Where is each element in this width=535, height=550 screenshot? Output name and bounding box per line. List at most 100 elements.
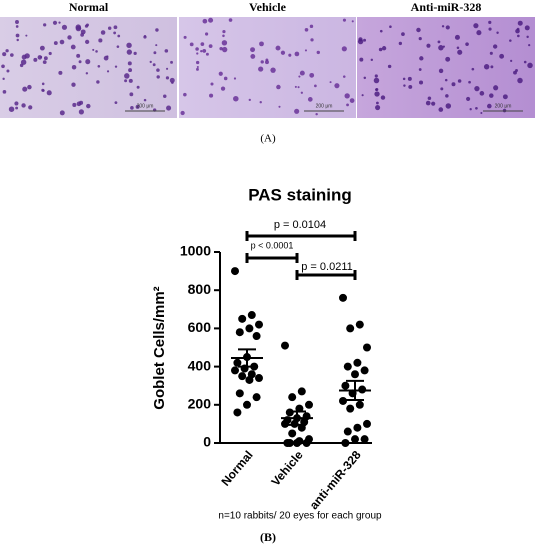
data-point: [360, 435, 369, 444]
cell: [155, 28, 159, 32]
chart-title: PAS staining: [248, 185, 352, 204]
cell: [418, 68, 422, 71]
cell: [220, 86, 226, 91]
y-tick-label: 1000: [180, 243, 211, 259]
cell: [401, 32, 405, 36]
cell: [489, 93, 494, 98]
cell: [133, 51, 137, 56]
cell: [260, 60, 264, 64]
cell: [370, 58, 374, 62]
cell: [490, 65, 494, 69]
cell: [517, 20, 523, 26]
data-point: [343, 427, 352, 436]
cell: [163, 94, 167, 98]
cell: [438, 45, 444, 51]
cell: [170, 60, 173, 64]
cell: [342, 18, 347, 22]
cell: [250, 54, 256, 59]
cell: [8, 106, 15, 112]
micrograph: [357, 17, 535, 118]
data-point: [247, 311, 256, 320]
cell: [465, 42, 469, 46]
cell: [233, 77, 237, 80]
cell: [165, 76, 170, 80]
cell: [418, 80, 424, 85]
image-label: Vehicle: [249, 0, 287, 14]
cell: [493, 85, 499, 91]
cell: [442, 45, 445, 48]
cell: [97, 64, 101, 68]
y-axis-label: Goblet Cells/mm²: [151, 286, 168, 409]
cell: [492, 44, 498, 49]
cell: [24, 53, 30, 59]
data-point: [238, 372, 247, 381]
cell: [208, 44, 213, 49]
cell: [329, 81, 332, 84]
cell: [528, 44, 531, 47]
cell: [248, 98, 251, 102]
cell: [456, 46, 460, 50]
scale-bar-label: 200 μm: [316, 103, 333, 109]
cell: [473, 23, 479, 29]
cell: [15, 33, 20, 38]
micrograph: [0, 17, 177, 118]
cell: [222, 46, 228, 53]
cell: [389, 25, 392, 28]
cell: [300, 91, 303, 94]
cell: [440, 87, 444, 91]
cell: [136, 85, 140, 89]
cell: [416, 27, 421, 33]
cell: [250, 47, 256, 53]
y-tick-label: 200: [188, 396, 212, 412]
cell: [86, 103, 91, 109]
x-tick-label: anti-miR-328: [307, 448, 364, 512]
cell: [16, 38, 19, 42]
cell: [100, 30, 106, 35]
cell: [53, 41, 58, 45]
cell: [221, 40, 228, 46]
cell: [297, 86, 300, 89]
cell: [129, 92, 134, 97]
cell: [43, 56, 48, 61]
x-tick-label: Vehicle: [268, 448, 306, 489]
cell: [156, 75, 160, 79]
cell: [426, 43, 431, 48]
data-point: [305, 400, 313, 409]
cell: [128, 78, 133, 83]
cell: [445, 94, 449, 98]
cell: [259, 101, 262, 104]
cell: [135, 104, 140, 109]
sem-bar: [288, 410, 306, 426]
cell: [363, 38, 367, 42]
cell: [387, 64, 392, 69]
cell: [270, 67, 276, 73]
cell: [346, 103, 349, 107]
y-tick-label: 600: [188, 319, 212, 335]
data-point: [341, 381, 350, 390]
cell: [445, 103, 452, 109]
cell: [210, 82, 214, 86]
cell: [457, 49, 463, 55]
cell: [304, 49, 308, 52]
cell: [342, 75, 346, 78]
panel-a-caption: (A): [260, 133, 276, 145]
cell: [310, 38, 314, 42]
cell: [27, 84, 32, 90]
cell: [58, 70, 63, 75]
cell: [304, 27, 309, 32]
cell: [171, 81, 174, 84]
cell: [78, 109, 84, 115]
cell: [58, 21, 61, 24]
y-tick-label: 400: [188, 357, 212, 373]
cell: [444, 78, 448, 82]
cell: [166, 105, 172, 111]
cell: [126, 42, 132, 49]
cell: [195, 60, 200, 65]
cell: [334, 83, 340, 89]
cell: [376, 101, 379, 105]
cell: [457, 79, 462, 83]
cell: [487, 103, 492, 109]
cell: [71, 65, 77, 70]
cell: [149, 60, 152, 64]
cell: [381, 46, 387, 51]
